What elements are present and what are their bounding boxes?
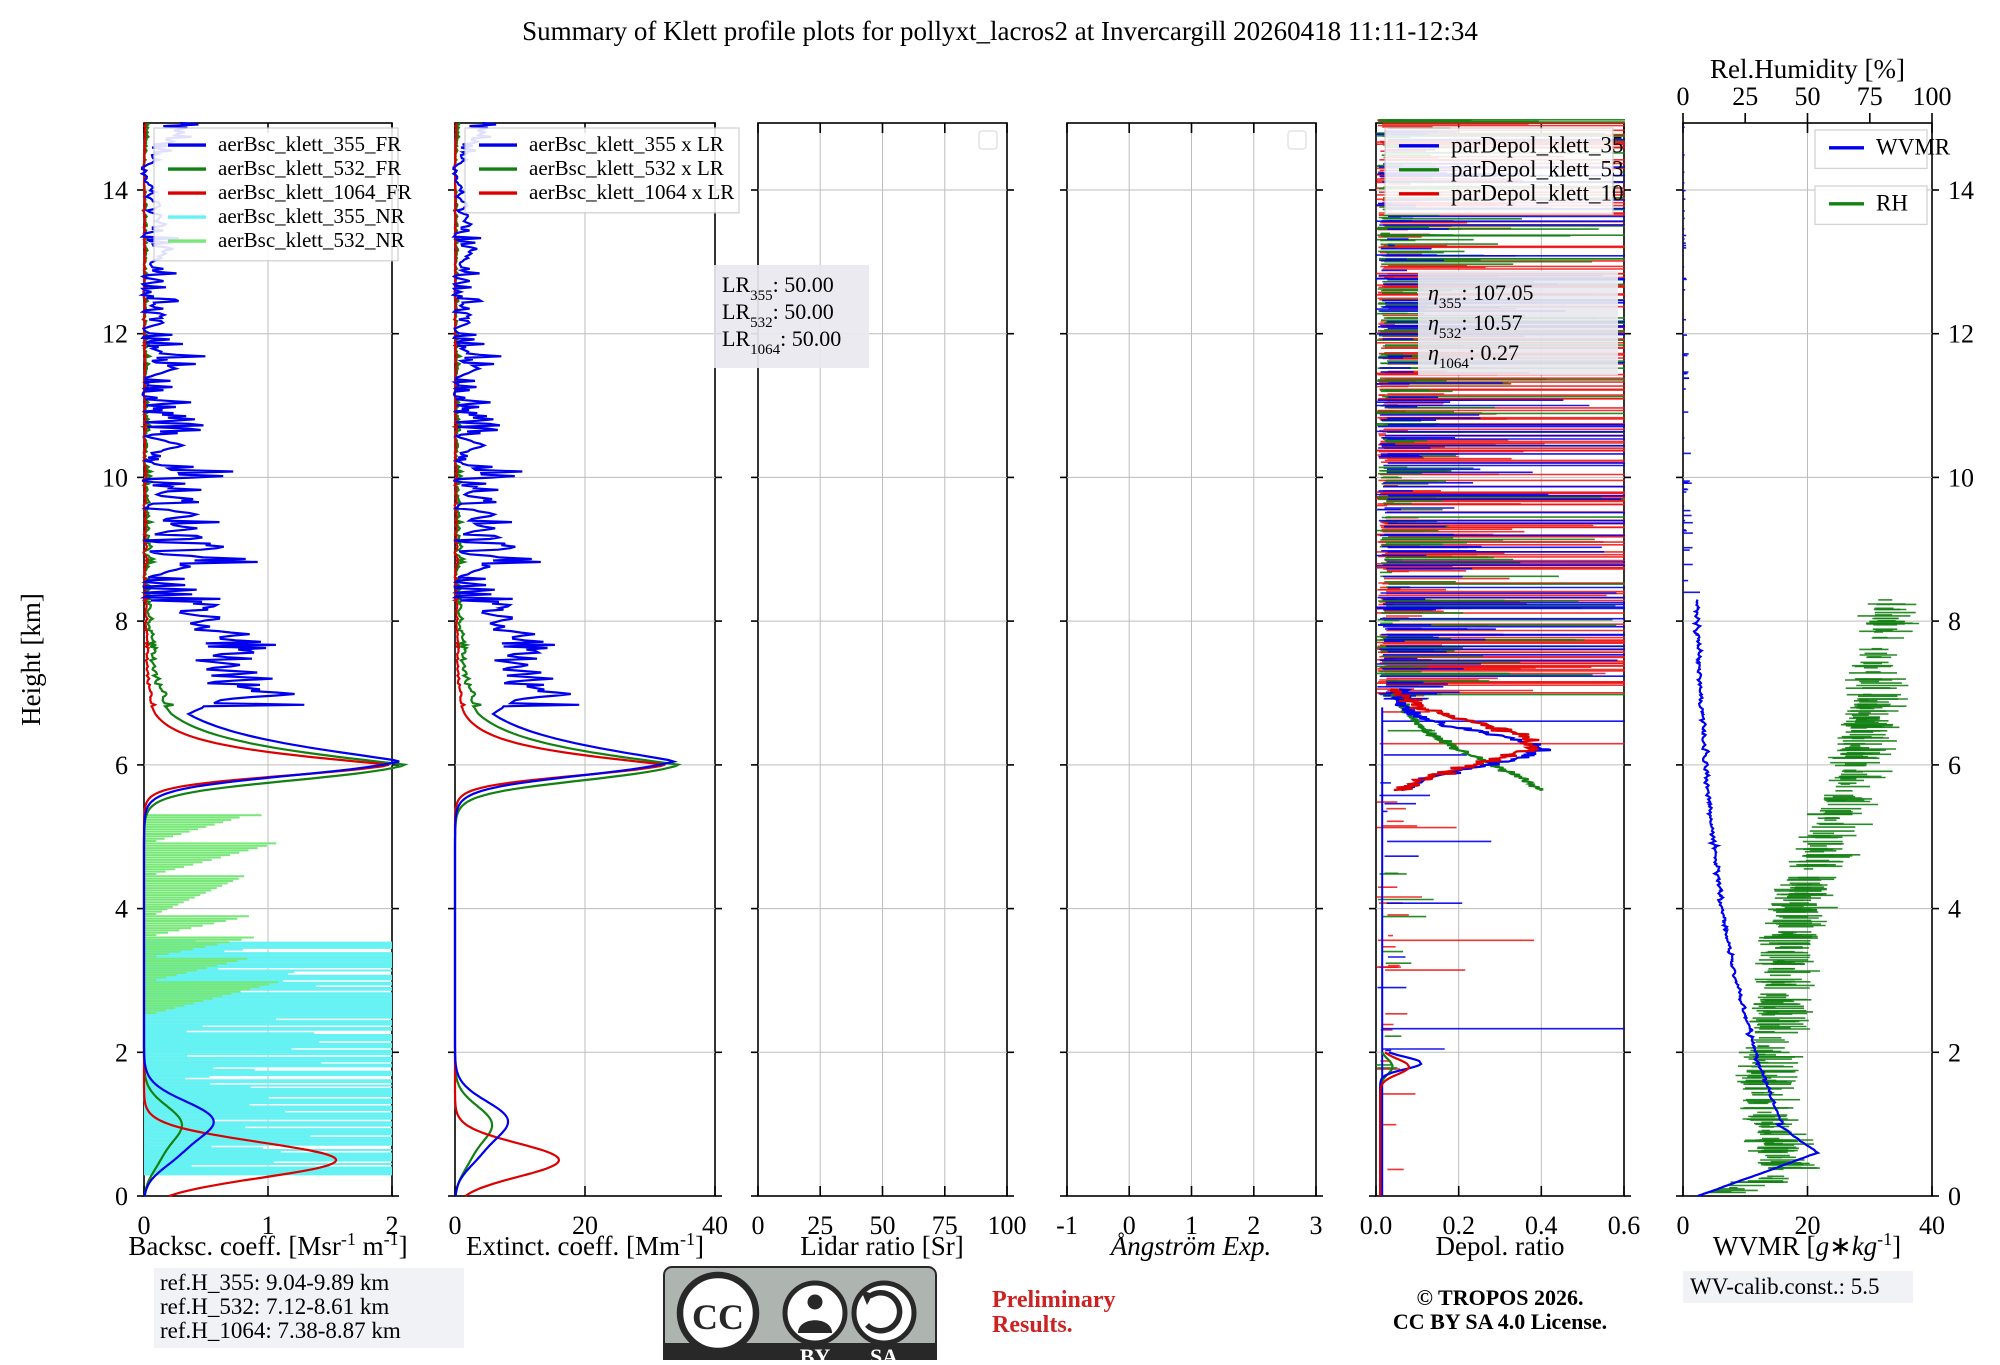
svg-text:25: 25 <box>1732 82 1758 111</box>
svg-text:0: 0 <box>115 1182 128 1211</box>
svg-text:10: 10 <box>1948 463 1974 492</box>
svg-text:50: 50 <box>1795 82 1821 111</box>
svg-text:Lidar ratio [Sr]: Lidar ratio [Sr] <box>800 1231 963 1261</box>
svg-text:10: 10 <box>102 463 128 492</box>
svg-text:8: 8 <box>115 607 128 636</box>
svg-text:WV-calib.const.: 5.5: WV-calib.const.: 5.5 <box>1690 1274 1880 1299</box>
svg-text:2: 2 <box>1948 1038 1961 1067</box>
svg-text:CC: CC <box>692 1297 744 1337</box>
svg-text:Summary of Klett profile plots: Summary of Klett profile plots for polly… <box>522 16 1478 46</box>
svg-text:12: 12 <box>1948 320 1974 349</box>
svg-text:WVMR: WVMR <box>1876 134 1951 159</box>
svg-text:40: 40 <box>702 1211 728 1240</box>
svg-text:ref.H_1064: 7.38-8.87 km: ref.H_1064: 7.38-8.87 km <box>160 1318 401 1343</box>
svg-text:0: 0 <box>752 1211 765 1240</box>
svg-text:14: 14 <box>102 176 128 205</box>
svg-text:6: 6 <box>1948 751 1961 780</box>
svg-text:Ångström Exp.: Ångström Exp. <box>1109 1231 1271 1261</box>
svg-text:100: 100 <box>988 1211 1027 1240</box>
svg-text:RH: RH <box>1876 190 1908 215</box>
svg-text:0: 0 <box>1677 1211 1690 1240</box>
svg-text:6: 6 <box>115 751 128 780</box>
svg-text:SA: SA <box>870 1344 898 1360</box>
svg-text:0.0: 0.0 <box>1360 1211 1393 1240</box>
svg-text:100: 100 <box>1913 82 1952 111</box>
svg-text:Preliminary: Preliminary <box>992 1287 1116 1313</box>
svg-text:ref.H_355: 9.04-9.89 km: ref.H_355: 9.04-9.89 km <box>160 1270 389 1295</box>
svg-text:aerBsc_klett_355_NR: aerBsc_klett_355_NR <box>218 204 405 228</box>
svg-text:4: 4 <box>1948 895 1961 924</box>
svg-text:Depol. ratio: Depol. ratio <box>1436 1231 1565 1261</box>
svg-text:BY: BY <box>800 1344 831 1360</box>
svg-text:Rel.Humidity [%]: Rel.Humidity [%] <box>1710 54 1905 84</box>
svg-text:12: 12 <box>102 320 128 349</box>
svg-text:aerBsc_klett_355 x LR: aerBsc_klett_355 x LR <box>529 132 724 156</box>
svg-text:14: 14 <box>1948 176 1974 205</box>
svg-text:Results.: Results. <box>992 1312 1073 1338</box>
svg-text:3: 3 <box>1310 1211 1323 1240</box>
svg-text:2: 2 <box>115 1038 128 1067</box>
svg-text:8: 8 <box>1948 607 1961 636</box>
svg-text:0: 0 <box>449 1211 462 1240</box>
svg-text:aerBsc_klett_532_FR: aerBsc_klett_532_FR <box>218 156 401 180</box>
svg-text:© TROPOS 2026.: © TROPOS 2026. <box>1417 1285 1584 1310</box>
svg-text:aerBsc_klett_532 x LR: aerBsc_klett_532 x LR <box>529 156 724 180</box>
svg-text:CC BY SA 4.0 License.: CC BY SA 4.0 License. <box>1393 1309 1607 1334</box>
svg-text:Backsc. coeff. [Msr-1 m-1]: Backsc. coeff. [Msr-1 m-1] <box>128 1229 407 1261</box>
svg-text:0: 0 <box>1948 1182 1961 1211</box>
svg-text:aerBsc_klett_1064_FR: aerBsc_klett_1064_FR <box>218 180 412 204</box>
svg-text:aerBsc_klett_532_NR: aerBsc_klett_532_NR <box>218 228 405 252</box>
svg-text:aerBsc_klett_1064 x LR: aerBsc_klett_1064 x LR <box>529 180 734 204</box>
svg-text:0.6: 0.6 <box>1608 1211 1641 1240</box>
svg-text:aerBsc_klett_355_FR: aerBsc_klett_355_FR <box>218 132 401 156</box>
svg-text:40: 40 <box>1919 1211 1945 1240</box>
svg-text:WVMR [g∗kg-1]: WVMR [g∗kg-1] <box>1713 1229 1901 1261</box>
svg-text:75: 75 <box>1857 82 1883 111</box>
svg-text:4: 4 <box>115 895 128 924</box>
svg-text:Height [km]: Height [km] <box>16 593 46 726</box>
svg-text:Extinct. coeff. [Mm-1]: Extinct. coeff. [Mm-1] <box>466 1229 704 1261</box>
svg-text:0: 0 <box>1677 82 1690 111</box>
svg-text:-1: -1 <box>1056 1211 1078 1240</box>
svg-text:ref.H_532: 7.12-8.61 km: ref.H_532: 7.12-8.61 km <box>160 1294 389 1319</box>
